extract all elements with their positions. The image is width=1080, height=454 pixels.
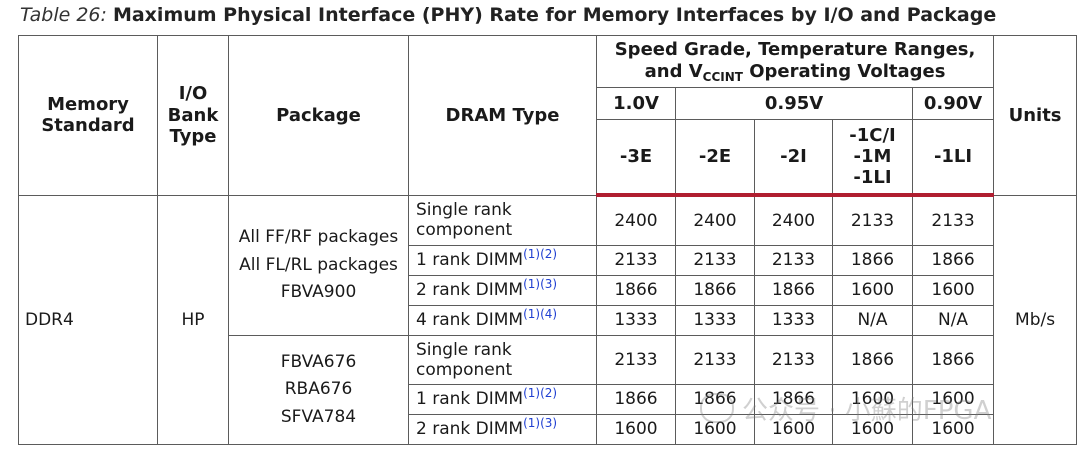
rate-value-cell: 2133 (596, 245, 676, 276)
rate-value-cell: 2133 (754, 245, 833, 276)
table-row: DDR4 HP All FF/RF packages All FL/RL packag… (18, 194, 1078, 445)
dram-type-label: 2 rank DIMM (416, 419, 524, 440)
package-line: RBA676 (284, 379, 353, 400)
rate-value-cell: 2133 (754, 335, 833, 385)
table-row: 2 rank DIMM(1)(3) 1600 1600 1600 1600 1600 (19, 414, 1077, 445)
rate-value-cell: 1600 (832, 414, 913, 445)
table-row: 2 rank DIMM(1)(3) 1866 1866 1866 1600 1600 (19, 275, 1077, 306)
dram-type-label: Single rank component (416, 339, 513, 380)
header-package: Package (228, 35, 409, 196)
dram-type-cell: 1 rank DIMM(1)(2) (408, 245, 597, 276)
header-dram-type: DRAM Type (408, 35, 597, 196)
dram-type-label: 1 rank DIMM (416, 250, 524, 271)
rate-value-cell: 1333 (596, 305, 676, 336)
dram-type-cell: 4 rank DIMM(1)(4) (408, 305, 597, 336)
package-line: All FL/RL packages (239, 254, 398, 275)
footnote-link[interactable]: (1)(3) (523, 416, 558, 431)
header-grade: -3E (596, 119, 676, 197)
dram-type-label: Single rank component (416, 200, 513, 241)
memory-standard-cell: DDR4 (18, 194, 158, 445)
header-speed-grade-group: Speed Grade, Temperature Ranges, and VCC… (595, 35, 995, 88)
package-cell: FBVA676 RBA676 SFVA784 (228, 335, 409, 445)
units-cell: Mb/s (993, 194, 1078, 445)
header-grade: -2I (754, 119, 833, 197)
rate-value-cell: 2133 (675, 335, 755, 385)
header-memory-standard: Memory Standard (18, 35, 158, 196)
rate-value-cell: 2133 (675, 245, 755, 276)
footnote-link[interactable]: (1)(2) (523, 386, 558, 401)
rate-value-cell: 2133 (832, 194, 913, 246)
dram-type-label: 1 rank DIMM (416, 389, 524, 410)
package-line: SFVA784 (280, 406, 357, 427)
rate-value-cell: 2133 (911, 194, 995, 246)
rate-value-cell: N/A (911, 305, 995, 336)
package-line: All FF/RF packages (238, 227, 399, 248)
header-voltage-095v: 0.95V (675, 87, 913, 120)
rate-value-cell: 1600 (911, 275, 995, 306)
rate-value-cell: 2400 (675, 194, 755, 246)
package-cell: All FF/RF packages All FL/RL packages FBVA… (228, 194, 409, 336)
header-grade: -1LI (911, 119, 995, 197)
dram-type-label: 4 rank DIMM (416, 310, 524, 331)
rate-value-cell: 1600 (911, 414, 995, 445)
phy-rate-table: Memory Standard I/O Bank Type Package DR… (18, 35, 1078, 445)
package-line: FBVA676 (280, 352, 357, 373)
rate-value-cell: 1866 (675, 275, 755, 306)
table-caption: Table 26: Maximum Physical Interface (PH… (20, 4, 996, 26)
rate-value-cell: 1600 (596, 414, 676, 445)
rate-value-cell: 1600 (754, 414, 833, 445)
header-grade: -1C/I -1M -1LI (832, 119, 913, 197)
footnote-link[interactable]: (1)(2) (523, 247, 558, 262)
header-io-bank-type: I/O Bank Type (157, 35, 229, 196)
footnote-link[interactable]: (1)(3) (523, 277, 558, 292)
rate-value-cell: 1600 (911, 384, 995, 415)
header-voltage-1v: 1.0V (596, 87, 676, 120)
dram-type-cell: Single rank component (408, 335, 597, 385)
rate-value-cell: 1866 (832, 245, 913, 276)
dram-type-label: 2 rank DIMM (416, 280, 524, 301)
rate-value-cell: 1600 (675, 414, 755, 445)
rate-value-cell: 1600 (832, 384, 913, 415)
rate-value-cell: N/A (832, 305, 913, 336)
rate-value-cell: 2133 (596, 335, 676, 385)
rate-value-cell: 1866 (754, 275, 833, 306)
rate-value-cell: 1866 (596, 384, 676, 415)
dram-type-cell: Single rank component (408, 194, 597, 246)
dram-type-cell: 1 rank DIMM(1)(2) (408, 384, 597, 415)
table-row: 1 rank DIMM(1)(2) 2133 2133 2133 1866 1866 (19, 245, 1077, 276)
rate-value-cell: 1866 (911, 245, 995, 276)
rate-value-cell: 1333 (754, 305, 833, 336)
rate-value-cell: 1866 (911, 335, 995, 385)
rate-value-cell: 1866 (675, 384, 755, 415)
speed-group-line1: Speed Grade, Temperature Ranges, (614, 39, 976, 61)
table-row: 1 rank DIMM(1)(2) 1866 1866 1866 1600 1600 (19, 384, 1077, 415)
footnote-link[interactable]: (1)(4) (523, 307, 558, 322)
header-units: Units (993, 35, 1078, 196)
table-number: Table 26: (20, 4, 107, 26)
rate-value-cell: 2400 (596, 194, 676, 246)
package-line: FBVA900 (280, 281, 357, 302)
rate-value-cell: 1866 (832, 335, 913, 385)
rate-value-cell: 1333 (675, 305, 755, 336)
table-title: Maximum Physical Interface (PHY) Rate fo… (112, 4, 997, 26)
rate-value-cell: 1600 (832, 275, 913, 306)
dram-type-cell: 2 rank DIMM(1)(3) (408, 275, 597, 306)
header-voltage-090v: 0.90V (911, 87, 995, 120)
table-row: 4 rank DIMM(1)(4) 1333 1333 1333 N/A N/A (19, 305, 1077, 336)
rate-value-cell: 1866 (754, 384, 833, 415)
rate-value-cell: 1866 (596, 275, 676, 306)
rate-value-cell: 2400 (754, 194, 833, 246)
io-bank-type-cell: HP (157, 194, 229, 445)
speed-group-line2: and VCCINT Operating Voltages (644, 60, 946, 84)
dram-type-cell: 2 rank DIMM(1)(3) (408, 414, 597, 445)
header-grade: -2E (675, 119, 755, 197)
